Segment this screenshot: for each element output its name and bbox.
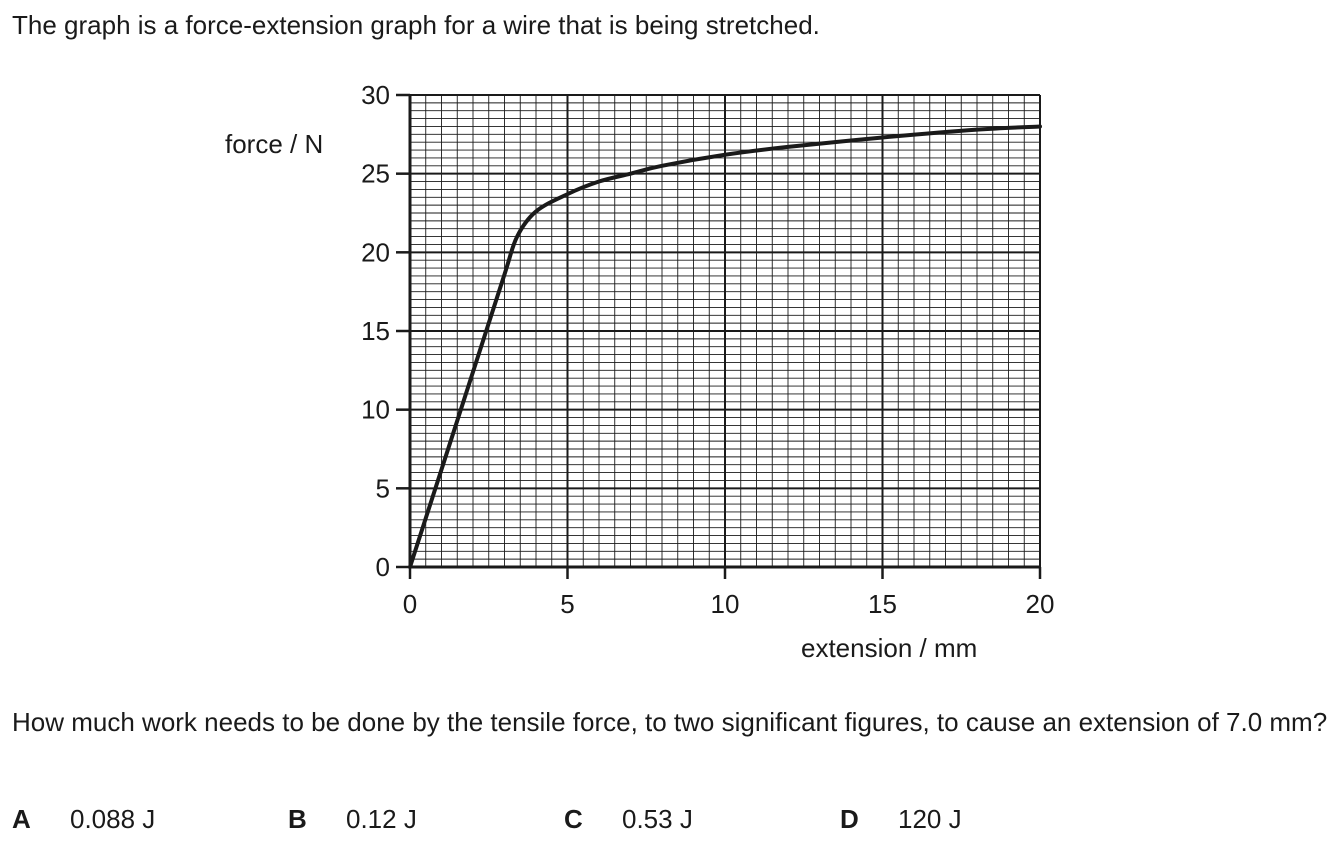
intro-text: The graph is a force-extension graph for… [12,10,820,40]
y-tick-label: 5 [376,473,390,503]
x-tick-label: 15 [868,589,897,619]
option-letter: B [288,804,307,834]
option-letter: D [840,804,859,834]
y-tick-label: 10 [361,395,390,425]
option-c[interactable]: C 0.53 J [564,804,693,835]
x-tick-label: 0 [403,589,417,619]
tick-marks [396,93,1042,579]
answer-options: A 0.088 J B 0.12 J C 0.53 J D 120 J [12,804,1332,840]
tick-labels: 0 5 10 15 20 25 30 0 5 10 15 20 [361,80,1054,619]
y-tick-label: 15 [361,316,390,346]
y-tick-label: 30 [361,80,390,110]
option-letter: C [564,804,583,834]
y-tick-label: 25 [361,159,390,189]
option-text: 120 J [898,804,962,834]
option-a[interactable]: A 0.088 J [12,804,155,835]
x-axis-label: extension / mm [801,633,977,663]
x-tick-label: 5 [560,589,574,619]
x-tick-label: 20 [1026,589,1055,619]
option-b[interactable]: B 0.12 J [288,804,417,835]
question-text: How much work needs to be done by the te… [12,707,1328,737]
y-tick-label: 20 [361,237,390,267]
force-extension-chart: 0 5 10 15 20 25 30 0 5 10 15 20 force / N extension… [225,80,1054,663]
option-text: 0.12 J [346,804,417,834]
y-tick-label: 0 [376,552,390,582]
option-letter: A [12,804,31,834]
x-tick-label: 10 [711,589,740,619]
force-extension-curve [408,124,1042,569]
y-axis-label: force / N [225,129,323,159]
option-text: 0.088 J [70,804,156,834]
option-d[interactable]: D 120 J [840,804,962,835]
option-text: 0.53 J [622,804,693,834]
